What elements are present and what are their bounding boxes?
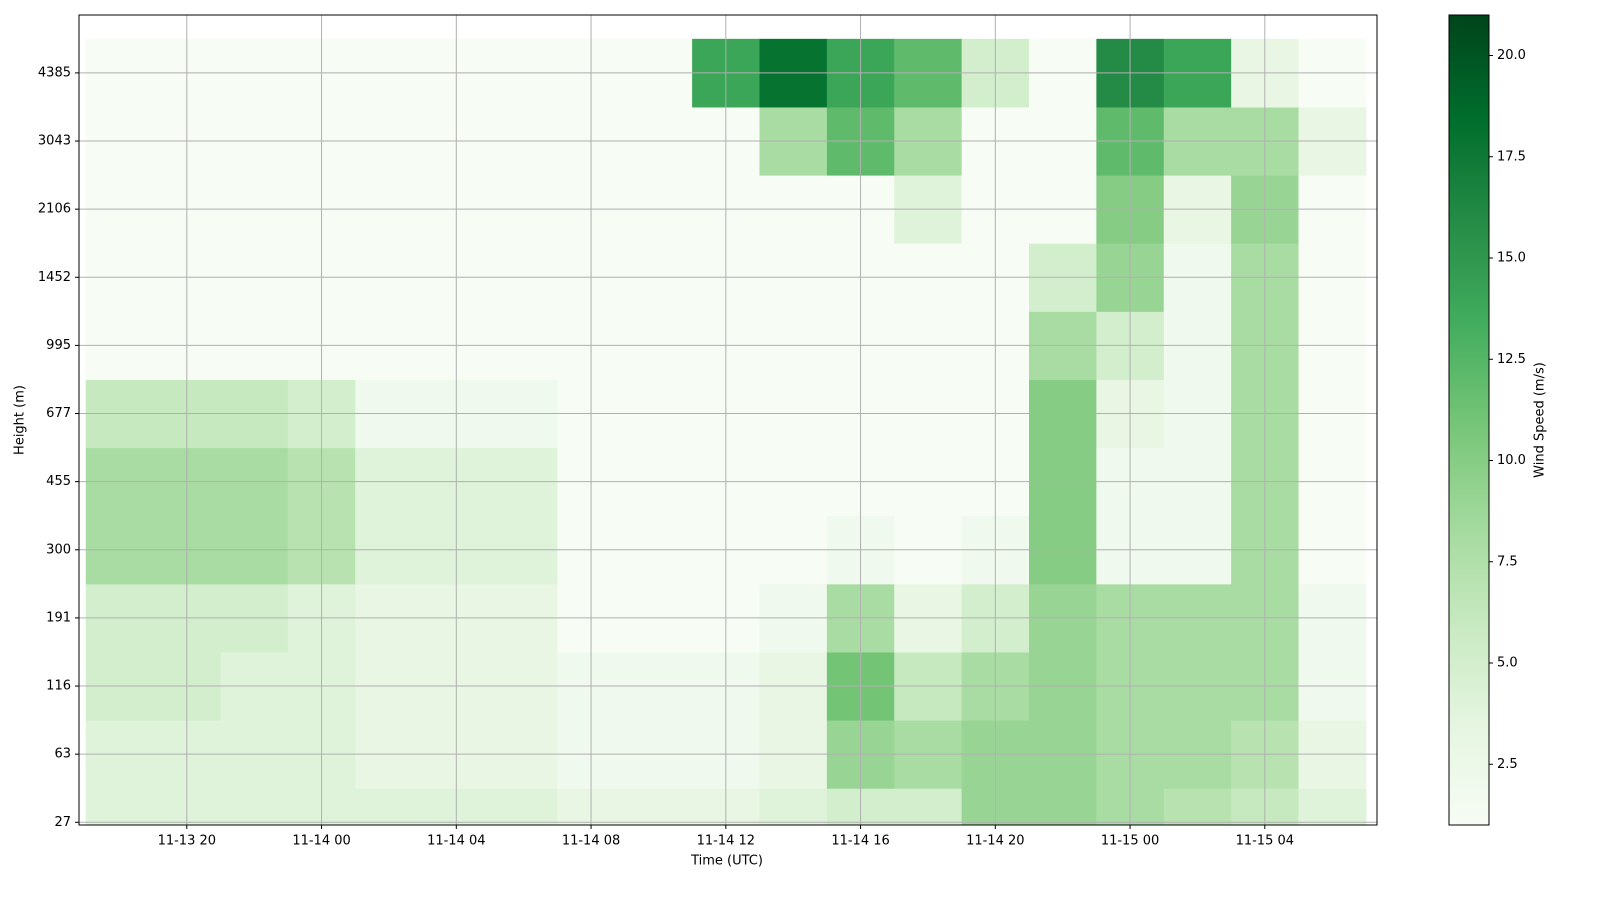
heat-cell [355,788,424,826]
x-tick-label: 11-13 20 [158,834,216,849]
colorbar-tick-label: 17.5 [1497,149,1526,164]
y-tick-label: 3043 [38,134,71,149]
x-tick-label: 11-14 12 [697,834,755,849]
x-tick-label: 11-14 00 [292,834,350,849]
heat-cell [624,788,693,826]
y-tick-label: 4385 [38,65,71,80]
y-tick-label: 2106 [38,202,71,217]
x-axis-label: Time (UTC) [690,854,763,869]
y-tick-label: 677 [46,406,71,421]
y-tick-label: 63 [54,747,71,762]
heat-cell [489,788,558,826]
heat-cell [894,788,963,826]
x-tick-label: 11-15 00 [1101,834,1159,849]
x-tick-label: 11-14 04 [427,834,485,849]
colorbar-tick-label: 15.0 [1497,251,1526,266]
heat-cell [1029,788,1097,826]
heat-cell [85,788,154,826]
y-tick-label: 300 [46,542,71,557]
colorbar-tick-label: 20.0 [1497,48,1526,63]
colorbar-label: Wind Speed (m/s) [1533,362,1548,478]
colorbar-tick-label: 12.5 [1497,352,1526,367]
y-tick-label: 191 [46,610,71,625]
x-tick-label: 11-15 04 [1236,834,1294,849]
y-tick-label: 116 [46,679,71,694]
colorbar-tick-label: 5.0 [1497,656,1518,671]
y-tick-label: 1452 [38,270,71,285]
colorbar-tick-label: 7.5 [1497,554,1518,569]
heat-cell [220,788,289,826]
y-tick-label: 455 [46,474,71,489]
colorbar-tick-label: 10.0 [1497,453,1526,468]
plot-frame [78,14,1378,826]
heat-cell [1298,788,1367,826]
x-tick-label: 11-14 16 [831,834,889,849]
heat-cell [1163,788,1232,826]
x-tick-label: 11-14 08 [562,834,620,849]
colorbar-tick-label: 2.5 [1497,757,1518,772]
y-tick-label: 995 [46,338,71,353]
heat-cell [759,788,828,826]
colorbar [1448,14,1490,826]
x-tick-label: 11-14 20 [966,834,1024,849]
y-tick-label: 27 [54,815,71,830]
y-axis-label: Height (m) [13,385,28,455]
